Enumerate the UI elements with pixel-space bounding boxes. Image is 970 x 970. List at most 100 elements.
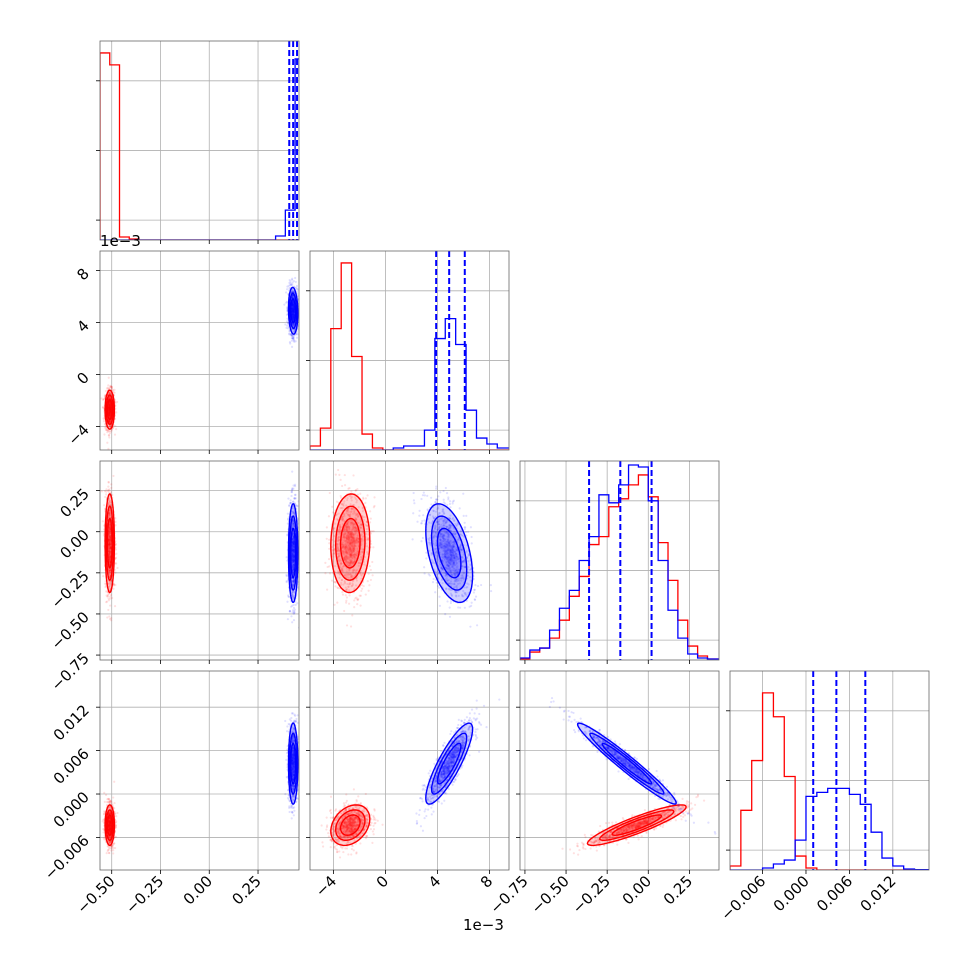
sample-point [416,520,419,523]
sample-point [108,406,112,409]
sample-point [292,541,295,545]
sample-point [352,579,355,583]
sample-point [292,567,295,570]
sample-point [108,526,112,530]
sample-point [292,550,295,553]
sample-point [454,556,457,560]
sample-point [357,564,360,567]
sample-point [285,288,289,291]
sample-point [108,391,111,394]
sample-point [464,593,467,596]
sample-point [290,490,293,493]
sample-point [350,552,353,556]
sample-point [107,406,111,409]
sample-point [110,385,113,389]
sample-point [108,413,111,416]
sample-point [292,545,296,548]
sample-point [354,539,357,542]
sample-point [462,560,465,563]
sample-point [108,552,111,555]
sample-point [344,582,347,585]
sample-point [352,528,355,532]
sample-point [348,529,351,532]
sample-point [447,496,450,499]
sample-point [348,515,352,519]
sample-point [292,584,295,588]
sample-point [285,300,289,303]
sample-point [288,595,291,598]
sample-point [341,519,344,522]
sample-point [348,532,352,536]
sample-point [108,420,111,423]
sample-point [446,539,449,542]
sample-point [344,536,347,539]
sample-point [354,529,357,533]
sample-point [350,585,353,588]
sample-point [448,606,451,609]
sample-point [290,593,294,596]
sample-point [360,533,363,536]
sample-point [291,522,294,525]
sample-point [108,408,111,411]
sample-point [291,315,294,319]
sample-point [292,308,296,311]
sample-point [337,571,340,574]
contour-blue [290,527,297,579]
sample-point [351,556,354,560]
sample-point [361,572,364,575]
sample-point [102,417,105,420]
sample-point [342,583,345,586]
sample-point [108,407,111,410]
sample-point [345,529,349,532]
sample-point [349,554,352,557]
sample-point [346,574,349,577]
sample-point [359,558,362,561]
sample-point [286,600,289,603]
sample-point [349,561,352,565]
sample-point [291,559,294,562]
sample-point [108,542,112,545]
sample-point [292,308,295,311]
sample-point [108,405,112,408]
axes-frame [99,40,300,241]
sample-point [283,303,286,306]
sample-point [360,583,363,587]
sample-point [353,512,357,515]
sample-point [292,580,295,583]
sample-point [338,532,341,535]
sample-point [344,546,347,549]
sample-point [440,535,444,539]
sample-point [291,314,294,318]
sample-point [344,550,348,553]
sample-point [109,412,112,415]
sample-point [295,333,298,336]
sample-point [359,594,362,597]
sample-point [291,580,295,583]
sample-point [292,579,295,583]
sample-point [432,543,435,546]
sample-point [108,529,112,533]
sample-point [360,523,363,526]
sample-point [108,543,112,546]
sample-point [355,539,358,542]
sample-point [467,553,470,556]
density-fill-red [107,518,113,568]
sample-point [108,514,111,517]
sample-point [104,495,107,499]
sample-point [348,546,352,549]
sample-point [291,565,294,569]
sample-point [447,560,450,564]
sample-point [291,549,295,552]
sample-point [291,548,295,551]
sample-point [356,603,359,606]
sample-point [438,543,441,546]
sample-point [292,603,295,607]
sample-point [302,574,304,576]
sample-point [445,545,448,548]
sample-point [292,561,296,564]
sample-point [428,536,432,540]
sample-point [109,407,112,410]
sample-point [451,516,455,520]
sample-point [441,544,444,547]
sample-point [338,525,342,529]
